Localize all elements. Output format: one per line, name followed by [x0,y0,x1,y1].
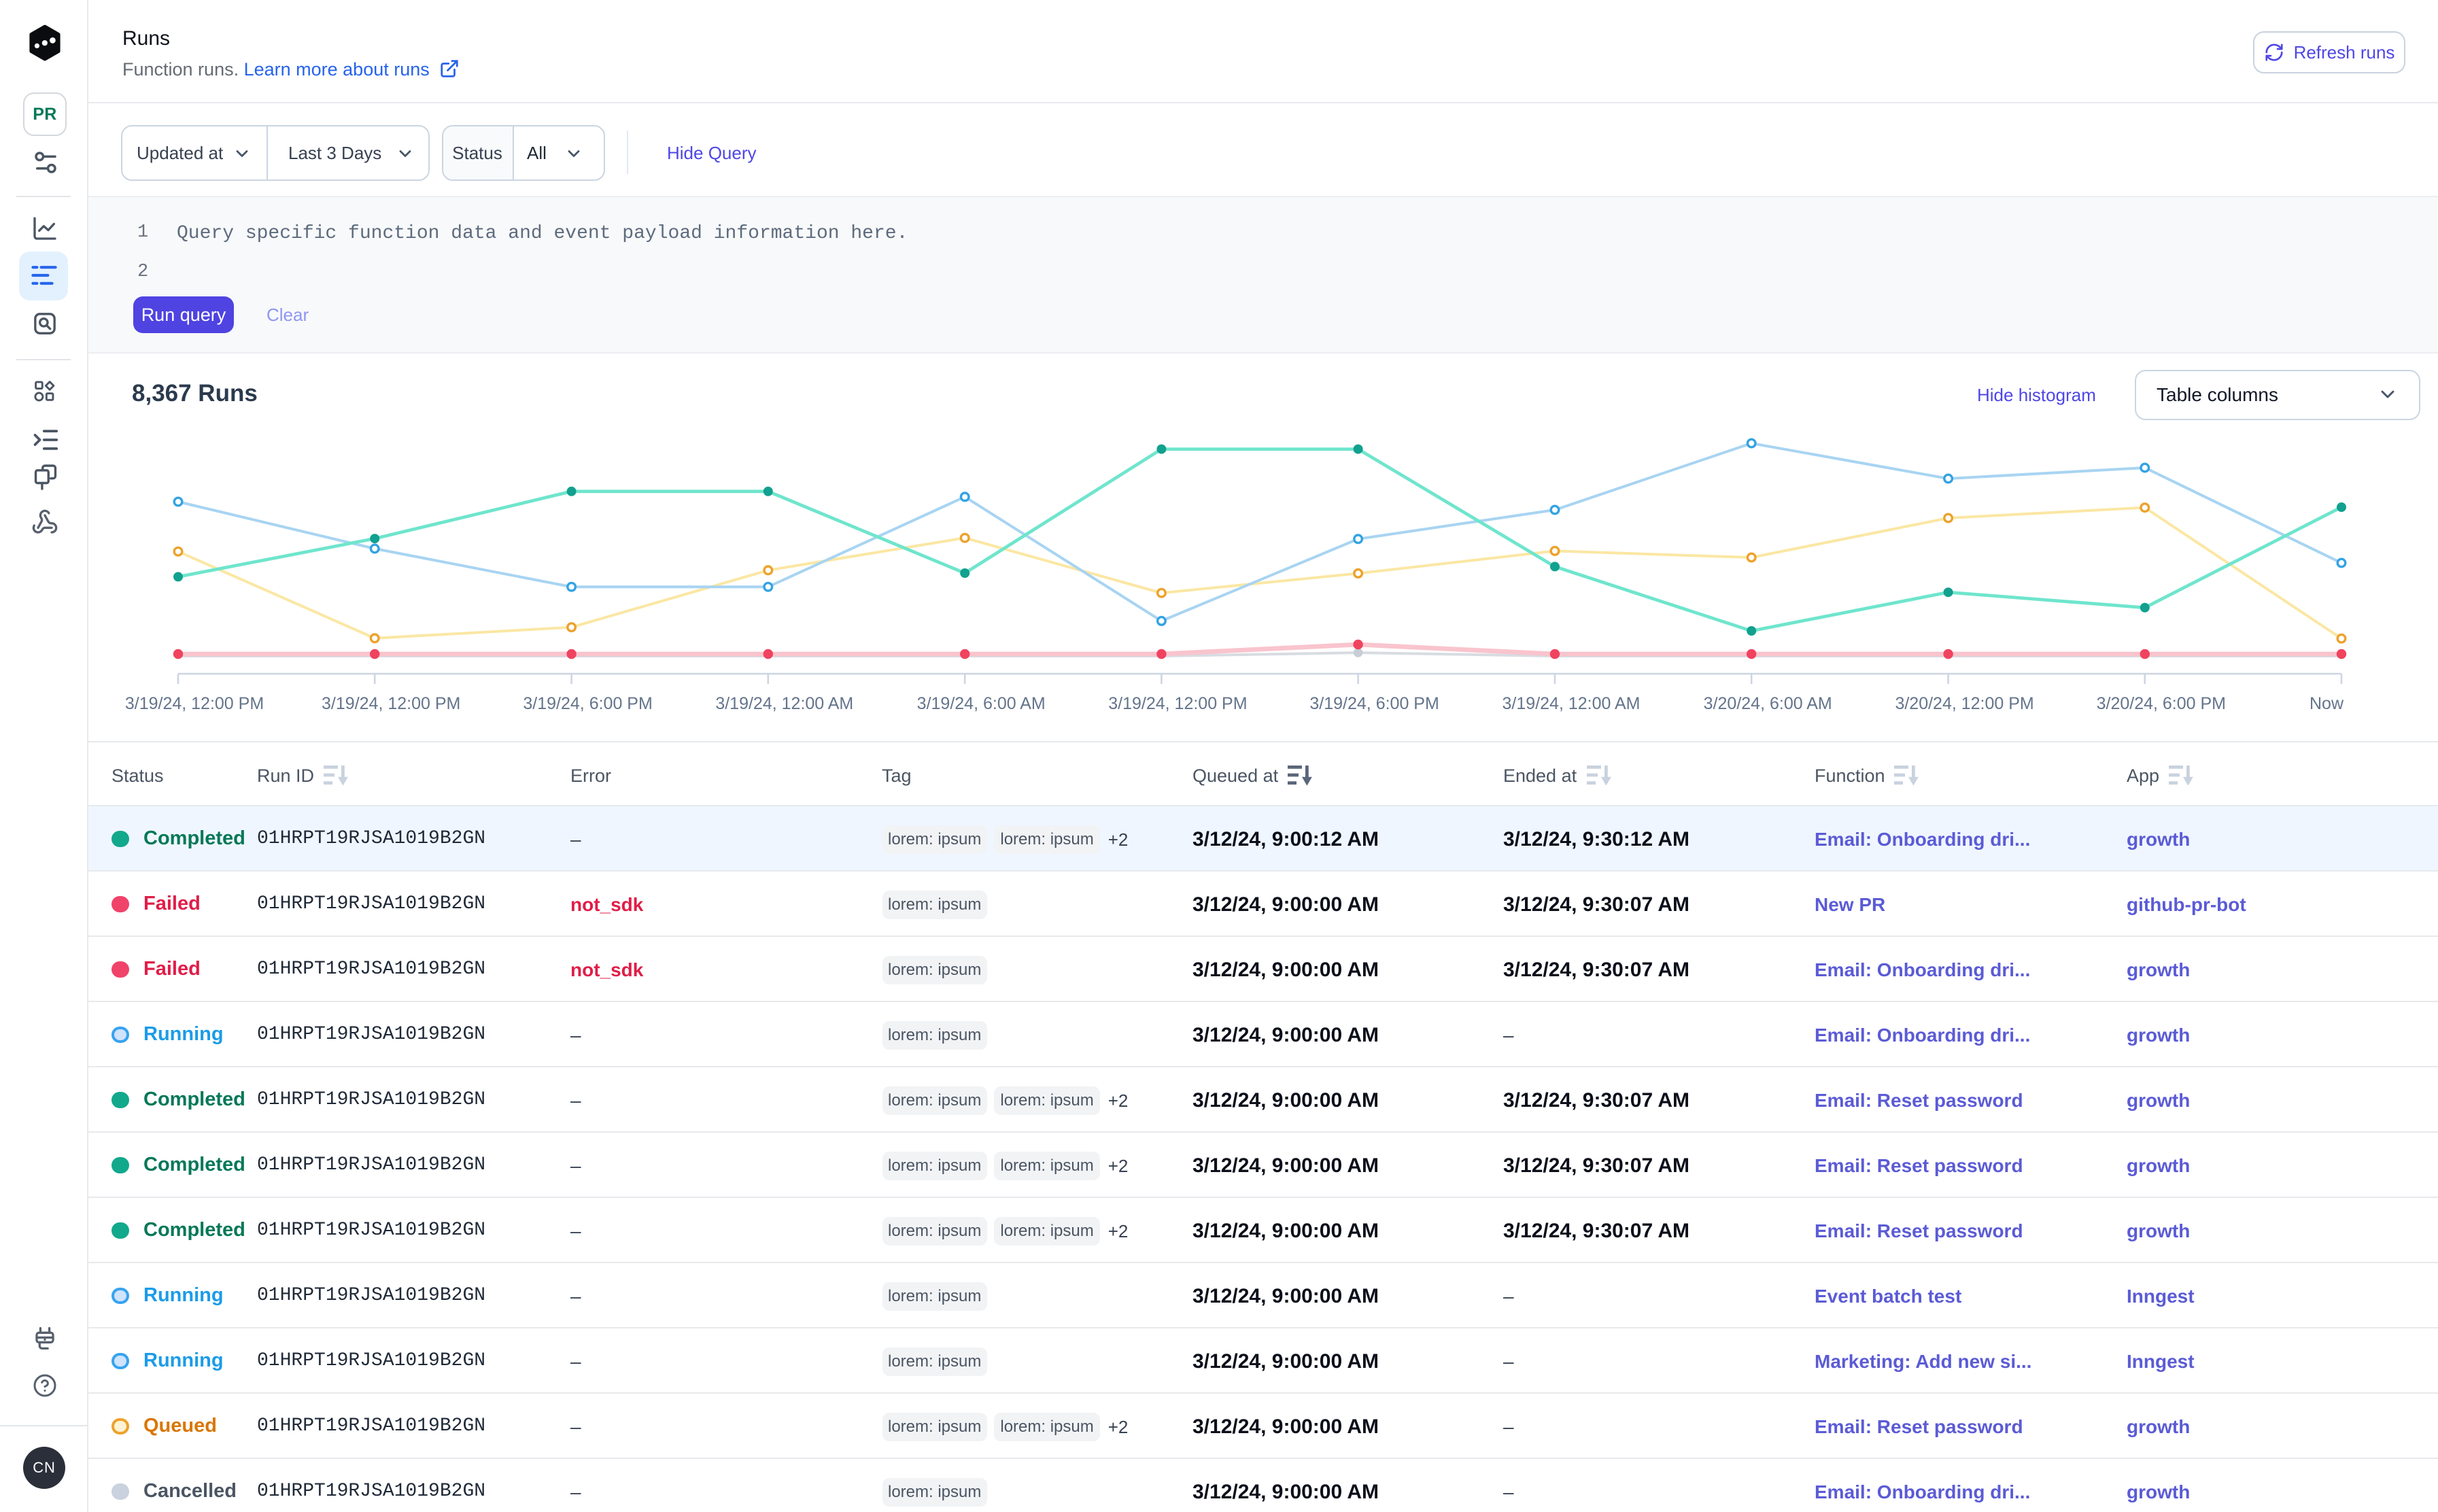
svg-text:3/19/24, 12:00 PM: 3/19/24, 12:00 PM [1108,694,1247,713]
svg-text:3/19/24, 12:00 AM: 3/19/24, 12:00 AM [715,694,853,713]
svg-text:3/19/24, 6:00 PM: 3/19/24, 6:00 PM [1309,694,1439,713]
svg-text:Now: Now [2310,694,2344,713]
svg-text:3/19/24, 12:00 AM: 3/19/24, 12:00 AM [1503,694,1641,713]
svg-text:3/19/24, 12:00 PM: 3/19/24, 12:00 PM [322,694,460,713]
svg-text:3/20/24, 6:00 AM: 3/20/24, 6:00 AM [1704,694,1832,713]
svg-text:3/19/24, 12:00 PM: 3/19/24, 12:00 PM [125,694,264,713]
svg-text:3/20/24, 6:00 PM: 3/20/24, 6:00 PM [2097,694,2226,713]
svg-text:3/19/24, 6:00 AM: 3/19/24, 6:00 AM [917,694,1046,713]
svg-text:3/19/24, 6:00 PM: 3/19/24, 6:00 PM [523,694,652,713]
svg-text:3/20/24, 12:00 PM: 3/20/24, 12:00 PM [1895,694,2033,713]
